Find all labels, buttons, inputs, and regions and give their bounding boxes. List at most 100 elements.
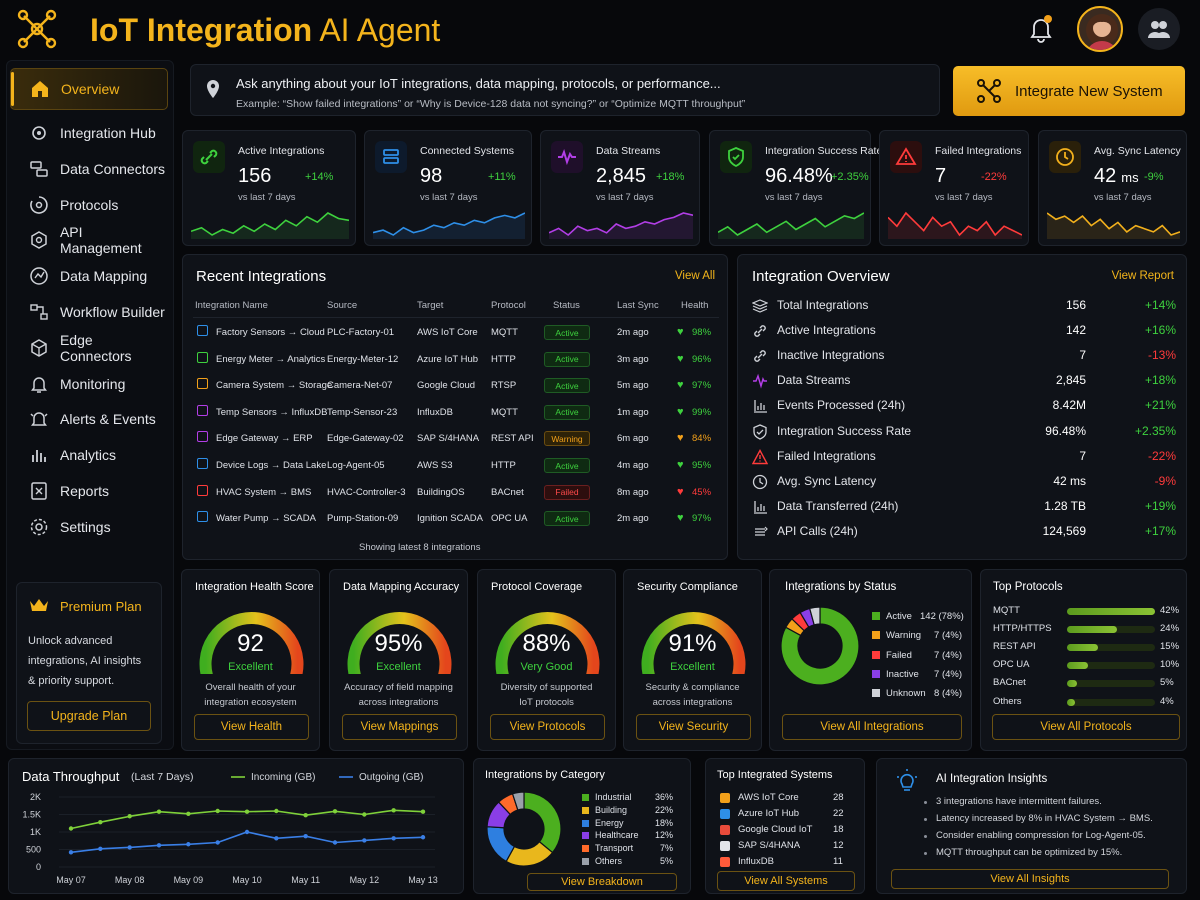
integration-type-icon bbox=[197, 378, 208, 390]
sidebar-item-protocols[interactable]: Protocols bbox=[10, 188, 168, 222]
system-name: InfluxDB bbox=[738, 856, 774, 867]
x-tick-label: May 10 bbox=[232, 875, 262, 885]
data-point bbox=[186, 811, 191, 816]
gauge-view-button[interactable]: View Security bbox=[636, 714, 751, 740]
view-all-integrations-button[interactable]: View All Integrations bbox=[782, 714, 962, 740]
category-legend-value: 5% bbox=[659, 856, 673, 866]
shield-check-icon bbox=[720, 141, 752, 173]
column-header: Target bbox=[417, 300, 444, 311]
sidebar-item-analytics[interactable]: Analytics bbox=[10, 438, 168, 472]
health-cell: 96% bbox=[692, 353, 712, 365]
kpi-card-connected-systems[interactable]: Connected Systems 98 +11% vs last 7 days bbox=[364, 130, 532, 246]
y-tick-label: 2K bbox=[30, 792, 41, 802]
stack-icon bbox=[752, 298, 768, 314]
sidebar-item-settings[interactable]: Settings bbox=[10, 510, 168, 544]
system-count: 28 bbox=[833, 792, 844, 803]
data-point bbox=[332, 809, 338, 814]
overview-value: 1.28 TB bbox=[1044, 498, 1086, 513]
gauge-view-button[interactable]: View Mappings bbox=[342, 714, 457, 740]
sidebar-item-overview[interactable]: Overview bbox=[10, 68, 168, 110]
kpi-card-data-streams[interactable]: Data Streams 2,845 +18% vs last 7 days bbox=[540, 130, 700, 246]
integrate-new-system-button[interactable]: Integrate New System bbox=[953, 66, 1185, 116]
overview-row: Avg. Sync Latency 42 ms -9% bbox=[752, 472, 1176, 492]
view-all-link[interactable]: View All bbox=[674, 270, 715, 282]
x-tick-label: May 11 bbox=[291, 875, 320, 885]
avatar[interactable] bbox=[1077, 6, 1123, 52]
overview-label: Failed Integrations bbox=[777, 448, 876, 463]
category-legend-item: Building bbox=[582, 805, 627, 815]
sidebar-item-workflow-builder[interactable]: Workflow Builder bbox=[10, 295, 168, 329]
last-sync-cell: 2m ago bbox=[617, 513, 649, 525]
overview-row: Active Integrations 142 +16% bbox=[752, 321, 1176, 341]
kpi-subtext: vs last 7 days bbox=[238, 192, 296, 203]
insight-item: MQTT throughput can be optimized by 15%. bbox=[936, 847, 1123, 858]
premium-card: Premium Plan Unlock advanced integration… bbox=[16, 582, 162, 744]
gauge-view-button[interactable]: View Health bbox=[194, 714, 309, 740]
overview-value: 7 bbox=[1079, 348, 1086, 363]
gauge-arc bbox=[347, 612, 452, 674]
team-icon[interactable] bbox=[1138, 8, 1180, 50]
kpi-card-avg-sync-latency[interactable]: Avg. Sync Latency 42 ms -9% vs last 7 days bbox=[1038, 130, 1187, 246]
kpi-card-active-integrations[interactable]: Active Integrations 156 +14% vs last 7 days bbox=[182, 130, 356, 246]
search-prompt: Ask anything about your IoT integrations… bbox=[236, 76, 721, 91]
last-sync-cell: 5m ago bbox=[617, 380, 649, 392]
ask-ai-search[interactable]: Ask anything about your IoT integrations… bbox=[190, 64, 940, 116]
data-point bbox=[420, 835, 426, 840]
kpi-subtext: vs last 7 days bbox=[1094, 192, 1152, 203]
sidebar-item-data-mapping[interactable]: Data Mapping bbox=[10, 259, 168, 293]
link-icon bbox=[752, 323, 768, 339]
category-legend-value: 18% bbox=[654, 817, 673, 828]
clock-icon bbox=[752, 474, 768, 490]
sidebar-item-reports[interactable]: Reports bbox=[10, 474, 168, 508]
target-cell: AWS S3 bbox=[417, 460, 453, 471]
notification-bell-icon[interactable] bbox=[1028, 14, 1054, 44]
sidebar-item-edge-connectors[interactable]: Edge Connectors bbox=[10, 331, 168, 365]
connector-icon bbox=[28, 159, 50, 179]
integration-type-icon bbox=[197, 511, 208, 523]
view-all-protocols-button[interactable]: View All Protocols bbox=[992, 714, 1180, 740]
pulse-icon bbox=[551, 141, 583, 173]
protocol-bar bbox=[1067, 608, 1155, 615]
kpi-label: Active Integrations bbox=[238, 145, 325, 157]
category-title: Integrations by Category bbox=[485, 769, 605, 781]
overview-label: Data Transferred (24h) bbox=[777, 498, 899, 513]
protocol-cell: RTSP bbox=[491, 380, 517, 392]
protocol-label: HTTP/HTTPS bbox=[993, 623, 1052, 635]
overview-label: Active Integrations bbox=[777, 323, 876, 338]
gauge-view-button[interactable]: View Protocols bbox=[490, 714, 605, 740]
protocol-label: Others bbox=[993, 695, 1022, 707]
sidebar-item-integration-hub[interactable]: Integration Hub bbox=[10, 116, 168, 150]
link-icon bbox=[752, 348, 768, 364]
protocol-cell: MQTT bbox=[491, 327, 518, 338]
kpi-card-failed-integrations[interactable]: Failed Integrations 7 -22% vs last 7 days bbox=[879, 130, 1029, 246]
view-report-link[interactable]: View Report bbox=[1111, 270, 1174, 282]
protocol-cell: HTTP bbox=[491, 353, 516, 365]
overview-row: Integration Success Rate 96.48% +2.35% bbox=[752, 422, 1176, 442]
protocol-bar-fill bbox=[1067, 698, 1076, 706]
heart-icon: ♥ bbox=[677, 512, 684, 525]
sidebar-item-api-management[interactable]: API Management bbox=[10, 223, 168, 257]
kpi-sparkline bbox=[373, 212, 525, 239]
view-all-insights-button[interactable]: View All Insights bbox=[891, 869, 1169, 889]
x-tick-label: May 08 bbox=[115, 875, 145, 885]
search-example: Example: “Show failed integrations” or “… bbox=[236, 98, 746, 110]
upgrade-plan-button[interactable]: Upgrade Plan bbox=[27, 701, 151, 731]
target-cell: Ignition SCADA bbox=[417, 513, 484, 525]
view-all-systems-button[interactable]: View All Systems bbox=[717, 871, 855, 891]
protocol-value: 24% bbox=[1160, 623, 1180, 635]
category-legend-value: 7% bbox=[659, 843, 673, 854]
status-legend-value: 142 (78%) bbox=[920, 611, 964, 622]
kpi-change: -22% bbox=[981, 171, 1007, 183]
kpi-card-integration-success-rate[interactable]: Integration Success Rate 96.48% +2.35% vs l… bbox=[709, 130, 882, 246]
integrations-by-status-panel: Integrations by Status View All Integrat… bbox=[769, 569, 972, 751]
sidebar-item-alerts-events[interactable]: Alerts & Events bbox=[10, 402, 168, 436]
insight-item: Latency increased by 8% in HVAC System →… bbox=[936, 813, 1153, 824]
sidebar-item-data-connectors[interactable]: Data Connectors bbox=[10, 152, 168, 186]
sidebar-item-monitoring[interactable]: Monitoring bbox=[10, 367, 168, 401]
protocol-bar bbox=[1067, 680, 1155, 688]
gauge-value: 92 bbox=[237, 630, 264, 657]
view-breakdown-button[interactable]: View Breakdown bbox=[527, 873, 677, 891]
category-legend-value: 12% bbox=[654, 830, 673, 841]
donut-slice-unknown bbox=[808, 606, 821, 626]
protocol-bar bbox=[1067, 626, 1155, 634]
